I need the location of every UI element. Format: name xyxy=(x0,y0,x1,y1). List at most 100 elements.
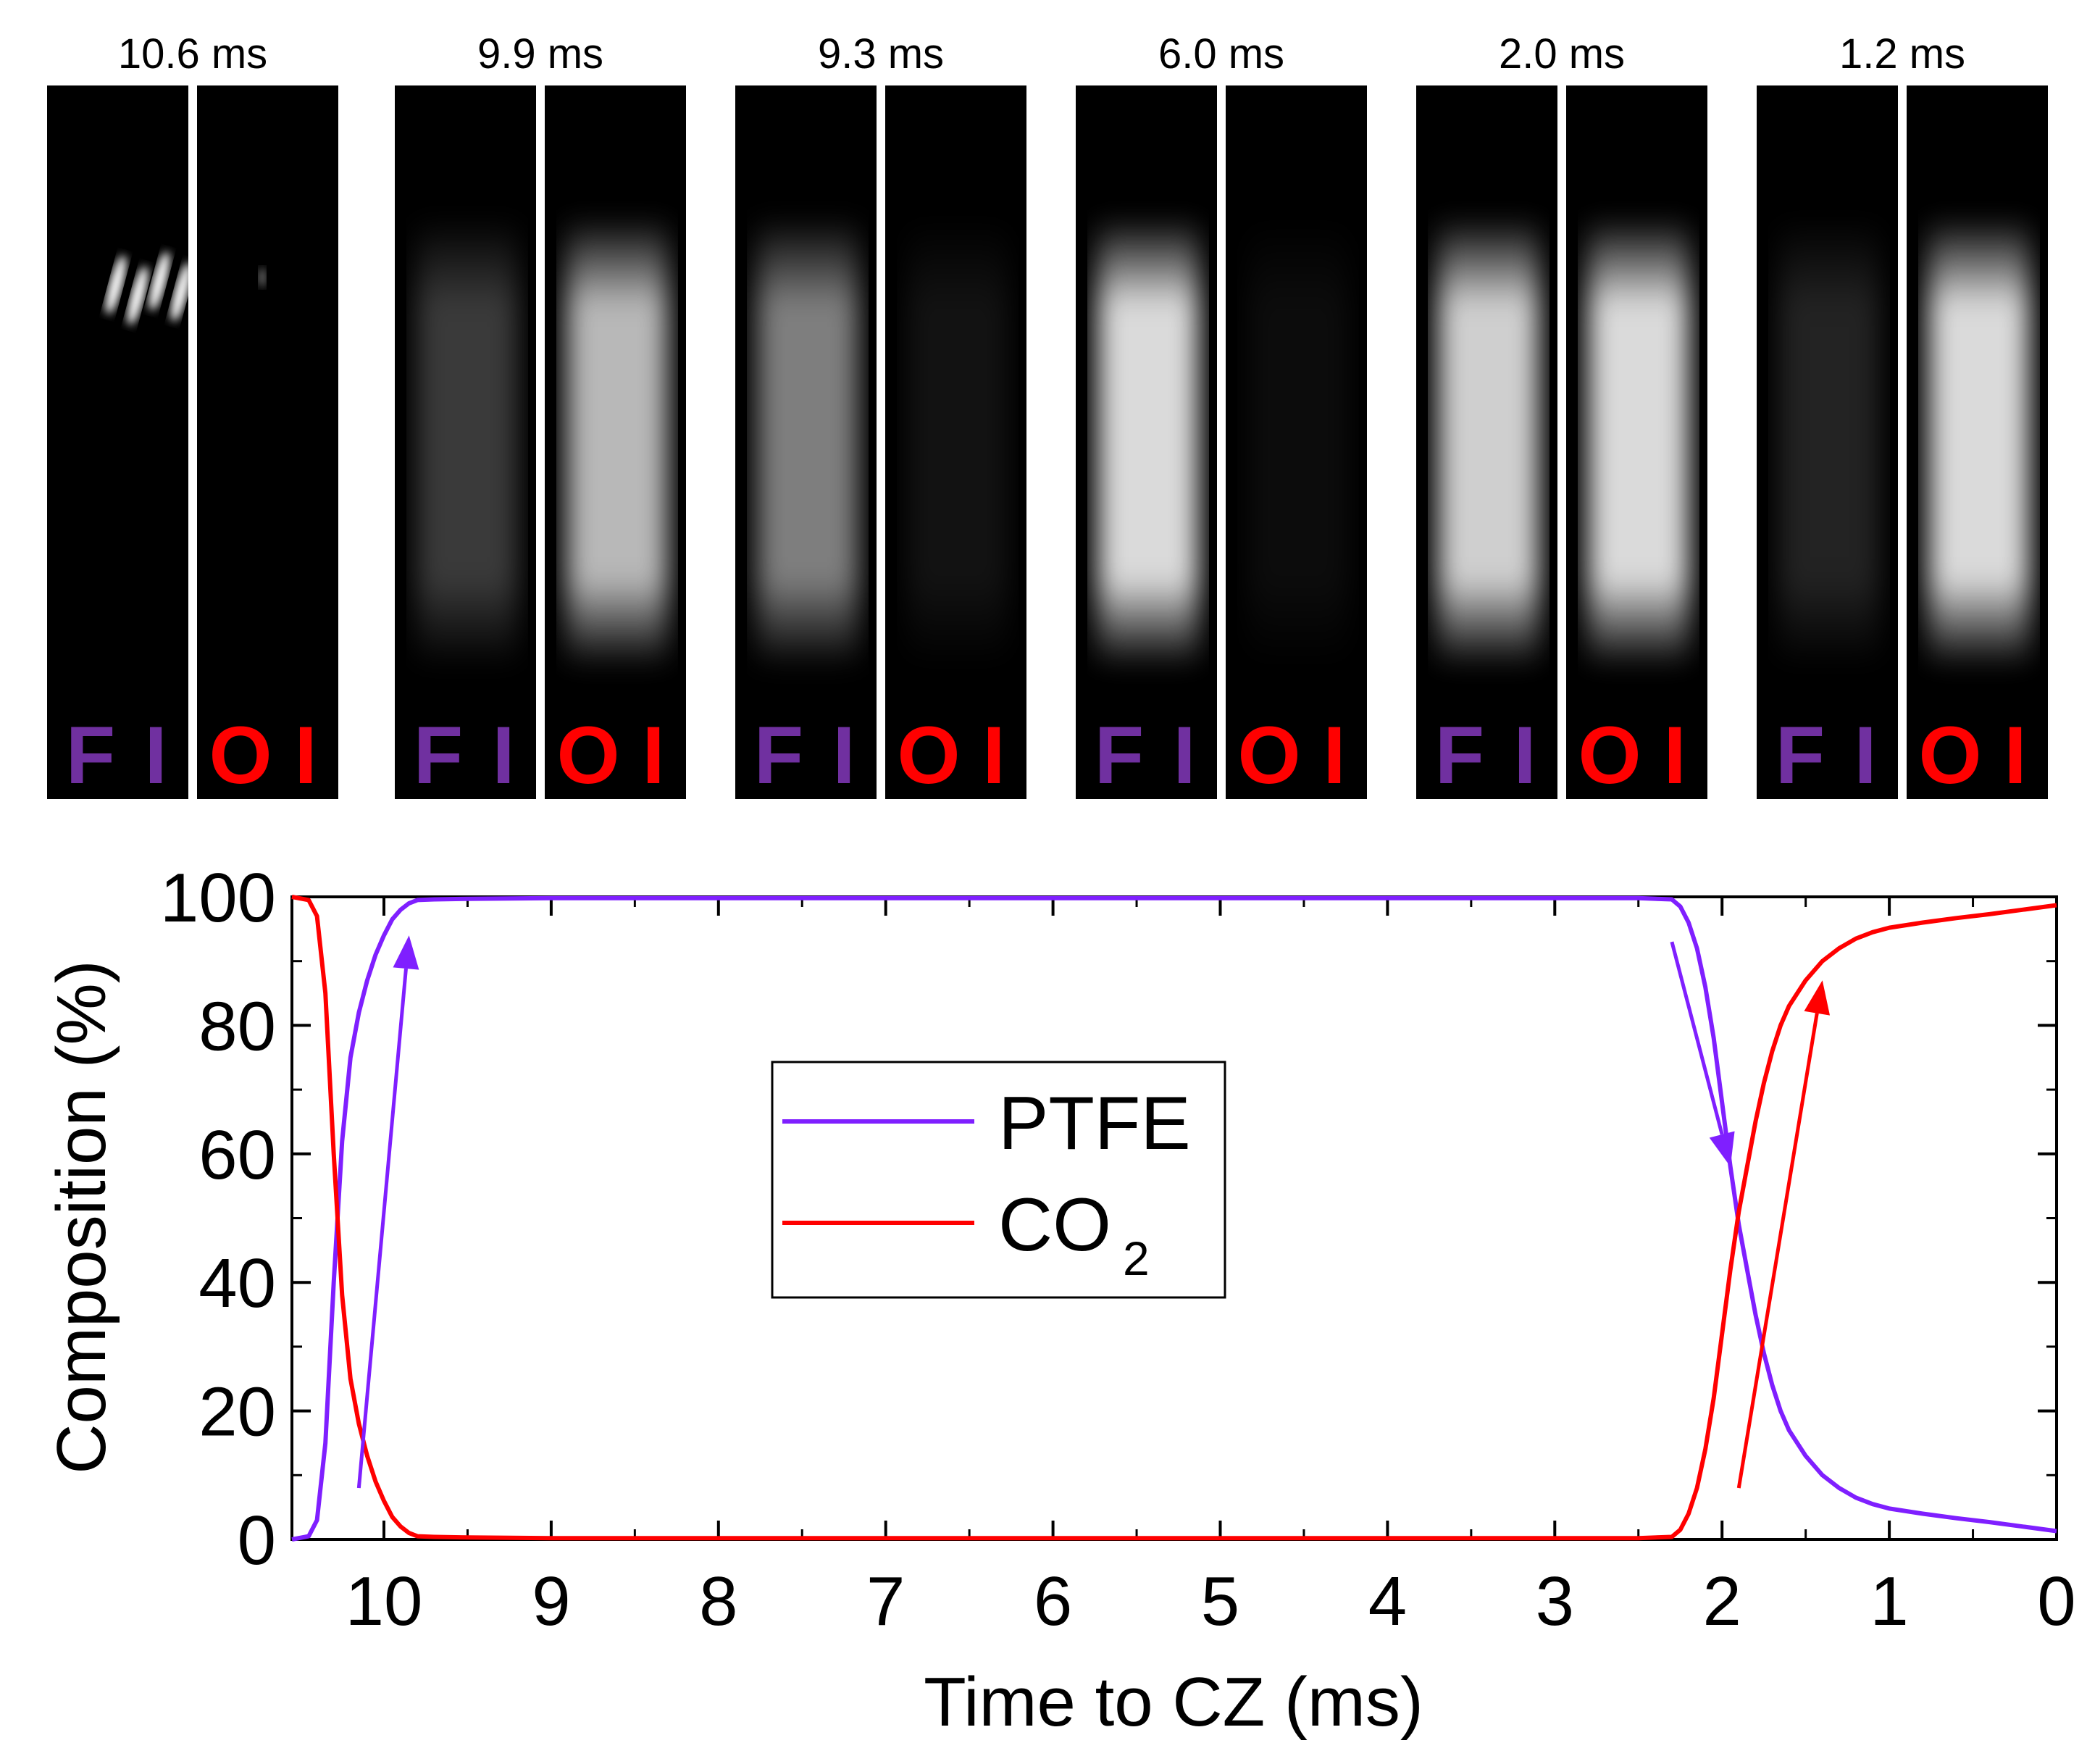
legend-label-co2: CO xyxy=(998,1183,1111,1267)
oi-label-letter: O xyxy=(1918,710,1981,801)
fi-label-letter: F xyxy=(66,710,115,801)
fi-emission-glow xyxy=(417,216,518,669)
fi-label-letter: I xyxy=(144,710,167,801)
x-axis-title: Time to CZ (ms) xyxy=(924,1663,1423,1741)
emission-speck xyxy=(259,267,266,288)
fi-label-letter: F xyxy=(414,710,463,801)
oi-label-letter: I xyxy=(982,710,1005,801)
y-tick-label: 100 xyxy=(160,859,276,937)
image-panel-group: 10.6 msF I O I xyxy=(47,30,338,801)
x-tick-label: 1 xyxy=(1870,1563,1908,1640)
x-tick-label: 10 xyxy=(346,1563,423,1640)
x-tick-label: 0 xyxy=(2037,1563,2075,1640)
x-tick-label: 5 xyxy=(1201,1563,1239,1640)
emission-streak xyxy=(127,266,148,325)
oi-label-letter: O xyxy=(897,710,960,801)
arrow-head xyxy=(1804,980,1831,1016)
fi-label-letter: F xyxy=(754,710,803,801)
fi-emission-glow xyxy=(1438,216,1539,669)
image-panels: 10.6 msF I O I9.9 msF I O I9.3 msF I O I6.0 msF I O… xyxy=(47,30,2048,801)
x-tick-label: 2 xyxy=(1703,1563,1741,1640)
fi-label-letter: I xyxy=(1513,710,1536,801)
annotation-arrows xyxy=(356,935,1831,1489)
y-tick-label: 40 xyxy=(198,1245,276,1322)
panel-time-label: 2.0 ms xyxy=(1499,30,1625,78)
x-tick-label: 9 xyxy=(532,1563,570,1640)
fi-label-letter: I xyxy=(492,710,514,801)
legend-label-co2-subscript: 2 xyxy=(1123,1232,1150,1285)
x-tick-label: 7 xyxy=(866,1563,905,1640)
panel-time-label: 6.0 ms xyxy=(1158,30,1284,78)
x-tick-label: 3 xyxy=(1536,1563,1574,1640)
oi-emission-glow xyxy=(1928,216,2030,669)
arrow-head xyxy=(1709,1131,1735,1167)
y-tick-label: 20 xyxy=(198,1374,276,1451)
oi-label-letter: I xyxy=(1663,710,1686,801)
arrow-head xyxy=(393,935,419,970)
fi-image-frame xyxy=(47,85,188,799)
oi-label-letter: O xyxy=(556,710,619,801)
image-panel-group: 9.3 msF I O I xyxy=(735,30,1026,801)
x-tick-label: 4 xyxy=(1368,1563,1407,1640)
arrow-shaft xyxy=(1670,941,1724,1135)
arrow-shaft xyxy=(1736,1013,1819,1489)
image-panel-group: 1.2 msF I O I xyxy=(1757,30,2048,801)
x-tick-label: 6 xyxy=(1034,1563,1072,1640)
image-panel-group: 6.0 msF I O I xyxy=(1076,30,1367,801)
panel-time-label: 9.3 ms xyxy=(818,30,944,78)
oi-emission-glow xyxy=(907,216,1008,669)
oi-label-letter: I xyxy=(2004,710,2026,801)
oi-label-letter: I xyxy=(642,710,664,801)
panel-time-label: 10.6 ms xyxy=(118,30,267,78)
oi-emission-glow xyxy=(1247,216,1349,669)
oi-emission-glow xyxy=(566,216,668,669)
image-panel-group: 2.0 msF I O I xyxy=(1416,30,1707,801)
series-line-ptfe xyxy=(291,895,2057,1542)
oi-label-letter: O xyxy=(209,710,272,801)
oi-label-letter: I xyxy=(294,710,317,801)
panel-time-label: 1.2 ms xyxy=(1839,30,1965,78)
fi-label-letter: I xyxy=(1173,710,1195,801)
oi-label-letter: O xyxy=(1578,710,1641,801)
emission-streak xyxy=(106,255,126,314)
oi-label-letter: O xyxy=(1237,710,1300,801)
y-tick-label: 80 xyxy=(198,987,276,1065)
image-panel-group: 9.9 msF I O I xyxy=(395,30,686,801)
panel-time-label: 9.9 ms xyxy=(477,30,603,78)
y-tick-label: 0 xyxy=(238,1502,276,1579)
oi-emission-glow xyxy=(1588,216,1689,669)
fi-label-letter: I xyxy=(832,710,855,801)
y-axis-title: Composition (%) xyxy=(43,960,120,1474)
fi-emission-glow xyxy=(1097,216,1199,669)
x-tick-label: 8 xyxy=(699,1563,737,1640)
fi-label-letter: F xyxy=(1095,710,1144,801)
emission-streak xyxy=(149,251,170,311)
fi-label-letter: F xyxy=(1776,710,1825,801)
y-tick-label: 60 xyxy=(198,1116,276,1194)
legend-box xyxy=(771,1061,1226,1299)
legend-label-ptfe: PTFE xyxy=(998,1082,1191,1166)
fi-label-letter: I xyxy=(1854,710,1876,801)
arrow-shaft xyxy=(356,968,408,1489)
fi-emission-glow xyxy=(757,216,858,669)
fi-emission-glow xyxy=(1778,216,1880,669)
fi-label-letter: F xyxy=(1435,710,1484,801)
oi-label-letter: I xyxy=(1323,710,1345,801)
emission-streak xyxy=(171,262,191,322)
legend: PTFE CO 2 xyxy=(771,1061,1226,1299)
oi-image-frame xyxy=(197,85,338,799)
